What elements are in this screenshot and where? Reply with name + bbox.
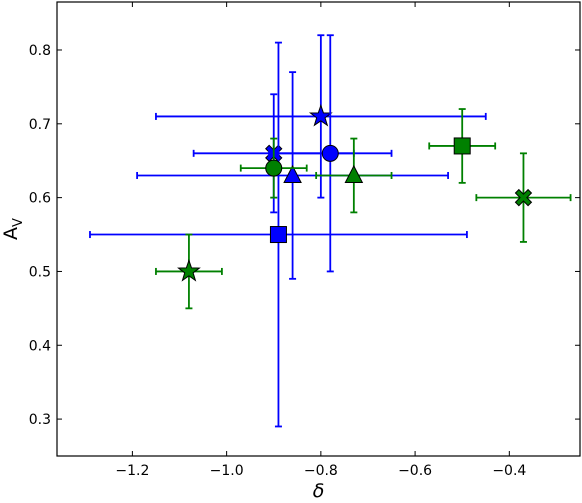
data-point-green-square [453, 137, 471, 155]
y-tick-label: 0.5 [29, 264, 51, 280]
series-blue [89, 34, 487, 428]
data-point-blue-square [269, 226, 287, 244]
x-tick-label: −1.0 [210, 463, 244, 479]
x-axis-label: δ [313, 480, 325, 502]
data-point-blue-circle [321, 144, 339, 162]
y-tick-label: 0.7 [29, 117, 51, 133]
series-green [155, 108, 572, 310]
data-point-blue-triangle [283, 164, 302, 183]
y-tick-label: 0.4 [29, 338, 51, 354]
x-tick-label: −0.6 [398, 463, 432, 479]
data-point-green-triangle [344, 164, 364, 183]
x-tick-label: −0.8 [304, 463, 338, 479]
y-tick-label: 0.6 [29, 191, 51, 207]
data-point-green-circle [265, 159, 283, 177]
y-tick-label: 0.3 [29, 412, 51, 428]
data-point-green-x [514, 188, 533, 207]
y-axis-label: AV [0, 218, 26, 240]
plot-frame [56, 1, 581, 457]
data-point-green-star [177, 258, 201, 282]
data-point-blue-star [308, 103, 333, 127]
y-axis-label-subscript: V [11, 218, 26, 227]
y-tick-label: 0.8 [29, 43, 51, 59]
x-tick-label: −1.2 [115, 463, 149, 479]
ticks-layer: −1.2 −1.0 −0.8 −0.6 −0.4 0.3 0.4 0.5 0.6 0.7 0.8 [29, 2, 580, 479]
x-tick-label: −0.4 [492, 463, 526, 479]
marks-layer [89, 34, 572, 428]
y-axis-label-main: A [0, 227, 22, 240]
